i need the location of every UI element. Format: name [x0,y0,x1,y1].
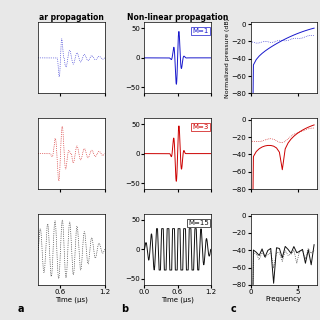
Text: M=3: M=3 [192,124,209,130]
Title: Non-linear propagation: Non-linear propagation [127,12,228,22]
Text: a: a [18,304,24,314]
Text: M=1: M=1 [192,28,209,34]
Text: c: c [230,304,236,314]
X-axis label: Time (μs): Time (μs) [161,296,194,303]
Title: ar propagation: ar propagation [39,12,104,22]
X-axis label: Time (μs): Time (μs) [55,296,88,303]
Text: b: b [122,304,129,314]
Text: M=15: M=15 [188,220,209,226]
Y-axis label: Normalized pressure (dB): Normalized pressure (dB) [225,18,230,98]
X-axis label: Frequency: Frequency [266,296,302,302]
